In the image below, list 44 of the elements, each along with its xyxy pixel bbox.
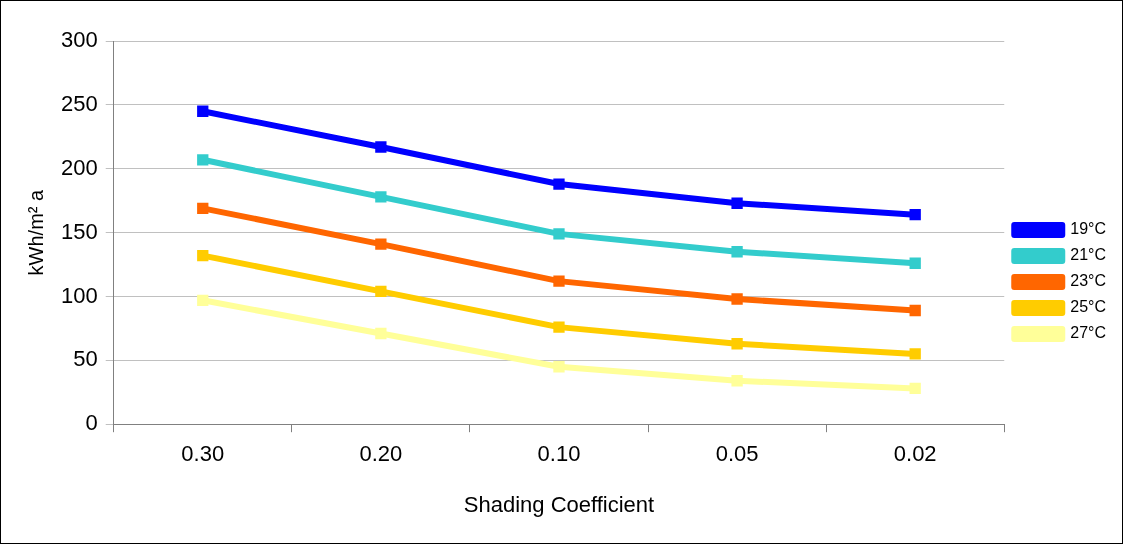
- y-tick-label: 100: [60, 282, 98, 308]
- point: [197, 202, 209, 214]
- point: [731, 375, 743, 387]
- point: [375, 141, 387, 153]
- point: [375, 238, 387, 250]
- legend-label: 25°C: [1070, 298, 1106, 316]
- point: [731, 197, 743, 209]
- y-tick-label: 50: [73, 346, 98, 372]
- point: [375, 191, 387, 203]
- legend-label: 23°C: [1070, 272, 1106, 290]
- x-tick-label: 0.05: [715, 441, 759, 467]
- legend-label: 27°C: [1070, 324, 1106, 342]
- y-tick-label: 250: [60, 90, 98, 116]
- point: [375, 285, 387, 298]
- point: [909, 304, 921, 317]
- point: [553, 275, 565, 287]
- point: [731, 246, 743, 258]
- y-tick-label: 0: [85, 410, 98, 436]
- point: [197, 294, 209, 306]
- point: [553, 178, 565, 190]
- point: [197, 105, 209, 117]
- point: [731, 293, 743, 305]
- y-tick-label: 200: [60, 154, 98, 180]
- x-tick-label: 0.02: [893, 441, 937, 467]
- point: [375, 327, 387, 340]
- y-tick-label: 150: [60, 218, 98, 244]
- y-tick-label: 300: [60, 27, 98, 53]
- point: [909, 209, 921, 221]
- point: [553, 361, 565, 373]
- point: [553, 228, 565, 240]
- x-tick-label: 0.20: [359, 441, 403, 467]
- point: [909, 257, 921, 269]
- point: [197, 154, 209, 166]
- legend-label: 21°C: [1070, 246, 1106, 264]
- x-tick-label: 0.10: [537, 441, 581, 467]
- point: [909, 348, 921, 360]
- point: [909, 382, 921, 395]
- point: [553, 321, 565, 333]
- x-axis-title: Shading Coefficient: [463, 491, 655, 517]
- point: [197, 249, 209, 262]
- point: [731, 338, 743, 350]
- y-axis-title: kWh/m² a: [24, 188, 47, 276]
- legend-label: 19°C: [1070, 220, 1106, 238]
- x-tick-label: 0.30: [181, 441, 225, 467]
